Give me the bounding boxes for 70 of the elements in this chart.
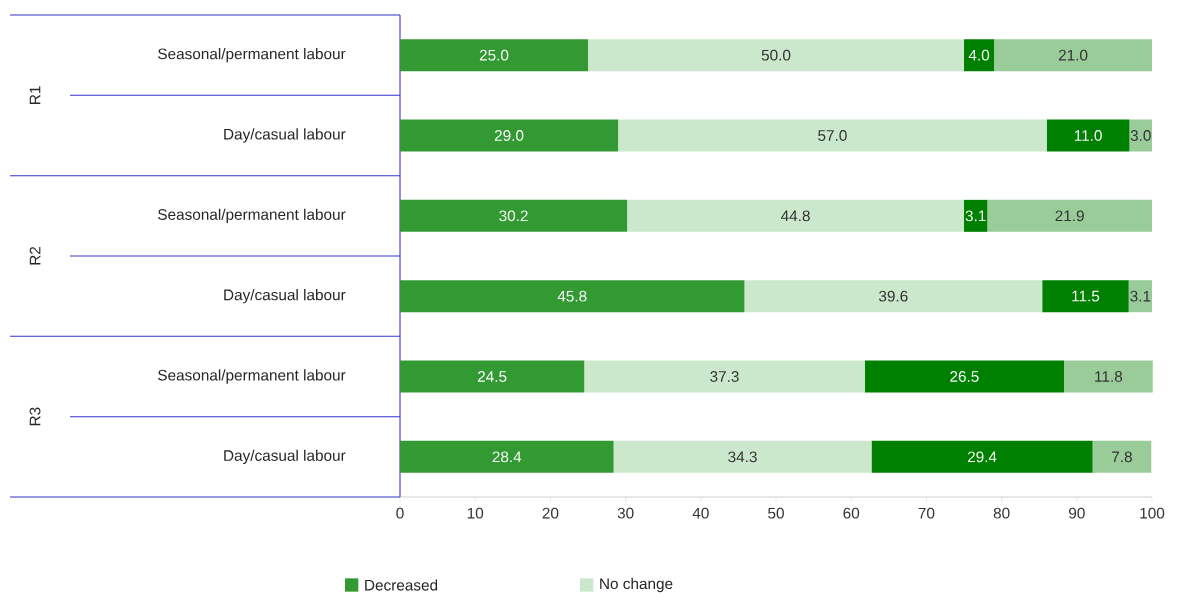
x-tick-label: 50 — [768, 507, 784, 519]
bar — [400, 360, 585, 393]
data-label: 28.4 — [492, 451, 522, 463]
y-tick-label: Day/casual labour — [224, 289, 346, 304]
bar — [1042, 280, 1129, 313]
bar — [871, 440, 1093, 473]
bar — [584, 360, 865, 393]
y-tick-label: Seasonal/permanent labour — [158, 48, 346, 63]
bar — [744, 280, 1043, 313]
data-label: 26.5 — [950, 371, 979, 382]
x-tick-label: 70 — [918, 507, 935, 519]
data-label: 57.0 — [818, 130, 847, 141]
data-label: 3.0 — [1130, 130, 1151, 141]
bar — [994, 39, 1153, 72]
data-label: 29.4 — [967, 451, 997, 463]
bar — [1092, 440, 1152, 473]
data-label: 29.0 — [494, 130, 524, 141]
x-tick-label: 60 — [843, 507, 860, 519]
bar — [964, 39, 995, 72]
y-tick-label: Day/casual labour — [224, 128, 346, 143]
y-tick-label: Day/casual labour — [224, 449, 346, 464]
data-label: 11.8 — [1095, 371, 1123, 382]
data-label: 30.2 — [499, 210, 528, 222]
data-label: 11.5 — [1072, 290, 1100, 302]
bar — [613, 440, 872, 473]
bar — [964, 199, 988, 232]
x-tick-label: 80 — [993, 507, 1010, 519]
bar — [987, 199, 1153, 232]
data-label: 3.1 — [965, 210, 986, 222]
bar — [400, 39, 589, 72]
x-tick-label: 20 — [542, 507, 559, 519]
data-label: 25.0 — [479, 49, 509, 61]
data-label: 39.6 — [878, 290, 908, 302]
data-label: 44.8 — [780, 210, 810, 222]
x-tick-label: 40 — [692, 507, 709, 519]
bar — [1128, 280, 1153, 313]
bar — [1046, 119, 1130, 152]
data-label: 21.0 — [1058, 49, 1088, 61]
bar — [627, 199, 965, 232]
data-label: 45.8 — [557, 290, 587, 302]
data-label: 24.5 — [477, 371, 507, 382]
data-label: 7.8 — [1112, 451, 1132, 463]
bar — [588, 39, 965, 72]
data-label: 37.3 — [710, 371, 739, 382]
bar — [400, 440, 614, 473]
bar — [400, 280, 745, 313]
text: R3 — [29, 407, 41, 426]
text: R1 — [29, 86, 41, 104]
y-tick-label: Seasonal/permanent labour — [158, 369, 346, 384]
data-label: 3.1 — [1130, 290, 1151, 302]
bar — [864, 360, 1065, 393]
bar — [400, 199, 628, 232]
x-tick-label: 0 — [396, 507, 404, 519]
text: R2 — [29, 246, 41, 265]
legend-label: Decreased — [365, 579, 438, 591]
x-tick-label: 100 — [1140, 507, 1165, 519]
data-label: 50.0 — [761, 49, 791, 61]
x-tick-label: 90 — [1069, 507, 1085, 519]
bar — [400, 119, 619, 152]
bar — [618, 119, 1047, 152]
data-label: 4.0 — [968, 49, 990, 61]
data-label: 11.0 — [1074, 130, 1102, 141]
y-tick-label: Seasonal/permanent labour — [158, 208, 346, 223]
bar — [1064, 360, 1153, 393]
data-label: 34.3 — [728, 451, 757, 463]
legend-label: No change — [600, 577, 673, 593]
x-tick-label: 10 — [467, 507, 484, 519]
x-tick-label: 30 — [617, 507, 634, 519]
bar — [1129, 119, 1153, 152]
data-label: 21.9 — [1055, 210, 1084, 222]
